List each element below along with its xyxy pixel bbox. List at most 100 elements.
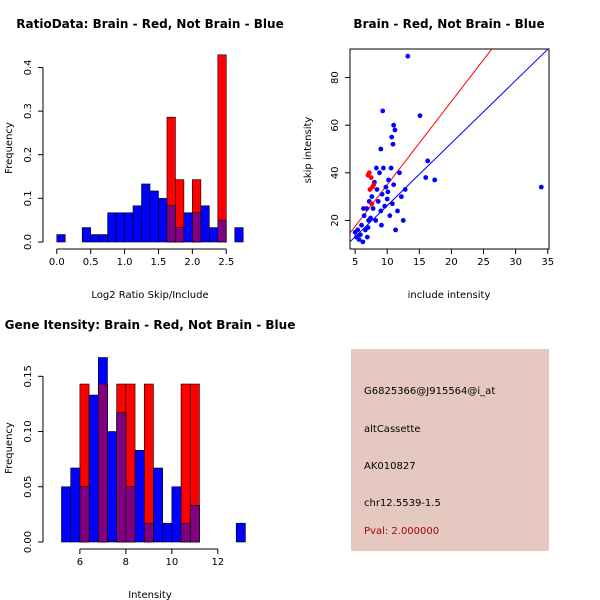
- intensity-histogram-axes: 6 8 10 12 0.00 0.05 0.10 0.15: [23, 365, 224, 568]
- not-brain-point: [360, 239, 366, 245]
- accession-id: AK010827: [364, 461, 416, 472]
- scatter-plot-frame: [349, 48, 550, 250]
- ratio-histogram-y-tick-label: 0.3: [23, 103, 34, 119]
- brain-point: [371, 182, 377, 188]
- not-brain-point: [417, 113, 423, 119]
- ratio-histogram-y-tick-label: 0.2: [23, 147, 34, 163]
- not-brain-point: [383, 184, 389, 190]
- ratio-histogram-not-brain-bar: [90, 234, 100, 243]
- not-brain-point: [359, 222, 364, 228]
- ratio-histogram-x-tick-label: 1.0: [117, 257, 133, 268]
- ratio-histogram-overlap-bar: [175, 227, 185, 243]
- intensity-histogram-not-brain-bar: [153, 467, 163, 543]
- ratio-histogram-bars: [56, 54, 244, 243]
- not-brain-point: [388, 165, 394, 171]
- not-brain-point: [389, 201, 395, 207]
- intensity-histogram-overlap-bar: [143, 522, 154, 543]
- scatter-fit-lines: [350, 49, 549, 243]
- ratio-histogram-panel: RatioData: Brain - Red, Not Brain - Blue…: [4, 17, 284, 301]
- not-brain-point: [405, 53, 411, 59]
- not-brain-point: [400, 218, 406, 223]
- not-brain-point: [379, 191, 385, 197]
- probe-info-panel: G6825366@J915564@i_at altCassette AK0108…: [351, 349, 549, 551]
- scatter-x-tick-label: 10: [381, 257, 394, 268]
- intensity-histogram-x-tick-label: 8: [123, 557, 129, 568]
- ratio-histogram-not-brain-bar: [141, 183, 151, 243]
- scatter-y-tick-label: 60: [330, 119, 341, 132]
- not-brain-point: [375, 198, 381, 204]
- brain-point: [366, 170, 372, 176]
- not-brain-point: [432, 177, 438, 183]
- intensity-histogram-y-tick-label: 0.05: [23, 476, 34, 498]
- ratio-histogram-not-brain-bar: [209, 227, 219, 243]
- intensity-histogram-x-tick-label: 10: [165, 557, 178, 568]
- ratio-histogram-not-brain-bar: [56, 234, 66, 243]
- ratio-histogram-title: RatioData: Brain - Red, Not Brain - Blue: [16, 17, 283, 31]
- not-brain-point: [364, 234, 370, 240]
- ratio-histogram-not-brain-bar: [183, 212, 193, 243]
- ratio-histogram-not-brain-bar: [98, 234, 108, 243]
- not-brain-point: [391, 122, 397, 128]
- p-value: Pval: 2.000000: [364, 526, 440, 537]
- not-brain-point: [389, 134, 395, 140]
- not-brain-point: [387, 213, 393, 219]
- not-brain-point: [380, 108, 386, 114]
- ratio-histogram-not-brain-bar: [81, 227, 91, 243]
- not-brain-point: [425, 158, 431, 164]
- ratio-histogram-ylabel: Frequency: [4, 122, 15, 174]
- ratio-histogram-y-tick-label: 0.1: [23, 190, 34, 206]
- ratio-histogram-not-brain-bar: [124, 212, 134, 243]
- not-brain-point: [384, 196, 390, 202]
- ratio-histogram-not-brain-bar: [234, 227, 244, 243]
- not-brain-point: [391, 182, 397, 188]
- not-brain-point: [356, 237, 362, 242]
- scatter-y-tick-label: 40: [330, 166, 341, 179]
- intensity-histogram-overlap-bar: [125, 486, 136, 543]
- ratio-histogram-overlap-bar: [192, 212, 202, 243]
- intensity-histogram-not-brain-bar: [107, 431, 117, 543]
- scatter-y-tick-label: 80: [330, 71, 341, 84]
- ratio-histogram-not-brain-bar: [149, 190, 159, 243]
- ratio-histogram-x-tick-label: 0.5: [83, 257, 99, 268]
- not-brain-fit-line: [350, 49, 549, 243]
- not-brain-point: [365, 225, 371, 230]
- intensity-histogram-not-brain-bar: [235, 522, 246, 543]
- intensity-histogram-not-brain-bar: [61, 486, 71, 543]
- intensity-histogram-not-brain-bar: [171, 486, 182, 543]
- intensity-scatter-panel: Brain - Red, Not Brain - Blue include in…: [303, 17, 554, 301]
- ratio-histogram-y-tick-label: 0.4: [23, 60, 34, 76]
- not-brain-point: [386, 177, 391, 183]
- ratio-histogram-overlap-bar: [166, 205, 176, 243]
- intensity-histogram-xlabel: Intensity: [128, 590, 172, 600]
- intensity-histogram-not-brain-bar: [88, 394, 99, 543]
- not-brain-point: [369, 194, 375, 200]
- scatter-axes: 5 10 15 20 25 30 35 20 40 60 80: [330, 48, 554, 268]
- intensity-histogram-overlap-bar: [189, 505, 200, 543]
- not-brain-point: [392, 127, 398, 133]
- scatter-x-tick-label: 5: [352, 257, 358, 268]
- intensity-histogram-brain-bar: [143, 383, 154, 543]
- scatter-title: Brain - Red, Not Brain - Blue: [353, 17, 544, 31]
- not-brain-point: [366, 218, 372, 223]
- event-type: altCassette: [364, 424, 421, 435]
- not-brain-point: [377, 170, 382, 176]
- intensity-histogram-y-tick-label: 0.15: [23, 365, 34, 387]
- ratio-histogram-x-tick-label: 2.0: [184, 257, 200, 268]
- ratio-histogram-not-brain-bar: [132, 205, 142, 243]
- intensity-histogram-x-tick-label: 12: [211, 557, 224, 568]
- intensity-histogram-overlap-bar: [79, 486, 90, 543]
- scatter-y-tick-label: 20: [330, 214, 341, 227]
- not-brain-point: [378, 146, 384, 152]
- scatter-x-tick-label: 35: [541, 257, 554, 268]
- ratio-histogram-not-brain-bar: [200, 205, 210, 243]
- intensity-histogram-overlap-bar: [116, 412, 127, 543]
- ratio-histogram-axes: 0.0 0.5 1.0 1.5 2.0 2.5 0.0 0.1 0.2 0.3 0.4: [23, 60, 234, 268]
- scatter-points: [352, 53, 544, 245]
- ratio-histogram-x-tick-label: 2.5: [218, 257, 234, 268]
- brain-point: [367, 187, 373, 192]
- brain-fit-line: [350, 49, 493, 234]
- ratio-histogram-not-brain-bar: [158, 198, 168, 243]
- intensity-histogram-bars: [61, 357, 246, 543]
- probe-id: G6825366@J915564@i_at: [364, 386, 496, 397]
- intensity-histogram-y-tick-label: 0.10: [23, 420, 34, 442]
